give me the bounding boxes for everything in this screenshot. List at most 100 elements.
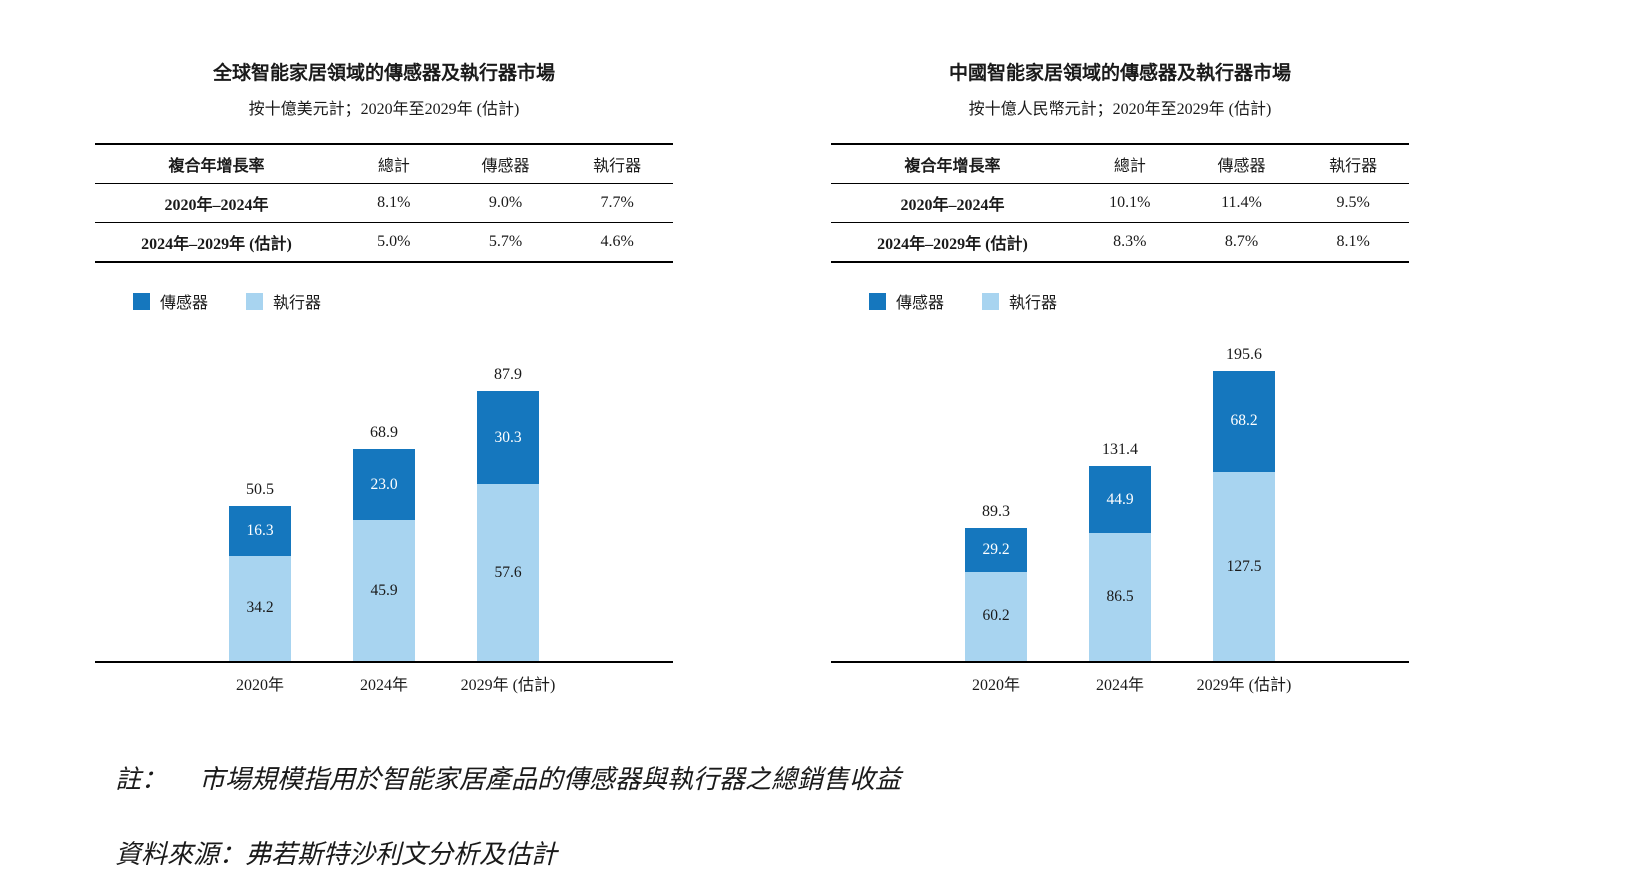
segment-value: 44.9: [1106, 490, 1134, 508]
bar-segment-actuator: 60.2: [965, 571, 1027, 661]
legend-item-sensor: 傳感器: [133, 289, 208, 313]
table-header-cell: 傳感器: [1217, 158, 1266, 175]
segment-value: 29.2: [982, 541, 1010, 559]
segment-value: 57.6: [494, 563, 522, 581]
footnote-label: 註：: [115, 765, 168, 794]
cagr-table: 複合年增長率 總計 傳感器 執行器 2020年–2024年 8.1% 9.0% …: [95, 143, 673, 263]
plot-area: 50.5 16.3 34.2 68.9 23.0 45.9: [95, 329, 673, 663]
chart-panel-china: 中國智能家居領域的傳感器及執行器市場 按十億人民幣元計；2020年至2029年 …: [831, 58, 1409, 695]
segment-value: 16.3: [246, 521, 274, 539]
table-header-row: 複合年增長率 總計 傳感器 執行器: [831, 144, 1409, 184]
cagr-table: 複合年增長率 總計 傳感器 執行器 2020年–2024年 10.1% 11.4…: [831, 143, 1409, 263]
table-cell: 9.0%: [488, 194, 523, 211]
bar-chart-global: 50.5 16.3 34.2 68.9 23.0 45.9: [95, 329, 673, 695]
stacked-bar: 16.3 34.2: [229, 505, 291, 661]
legend-item-actuator: 執行器: [246, 289, 321, 313]
bar-segment-sensor: 29.2: [965, 528, 1027, 572]
segment-value: 68.2: [1230, 412, 1258, 430]
table-cell: 7.7%: [600, 194, 634, 211]
legend-label: 傳感器: [896, 295, 945, 312]
table-row: 2024年–2029年 (估計) 5.0% 5.7% 4.6%: [95, 223, 673, 262]
legend-label: 傳感器: [160, 295, 209, 312]
legend-item-actuator: 執行器: [982, 289, 1057, 313]
table-cell: 8.1%: [377, 194, 411, 211]
chart-panel-global: 全球智能家居領域的傳感器及執行器市場 按十億美元計；2020年至2029年 (估…: [95, 58, 673, 695]
table-cell: 10.1%: [1109, 194, 1151, 211]
chart-legend: 傳感器 執行器: [133, 289, 673, 313]
stacked-bar: 30.3 57.6: [477, 391, 539, 661]
table-cell: 8.1%: [1336, 233, 1370, 250]
table-cell: 5.0%: [377, 233, 411, 250]
segment-value: 30.3: [494, 428, 522, 446]
chart-subtitle: 按十億美元計；2020年至2029年 (估計): [248, 101, 520, 118]
x-axis-labels: 2020年 2024年 2029年 (估計): [831, 671, 1409, 695]
table-header-cell: 複合年增長率: [904, 158, 1001, 175]
row-label: 2020年–2024年: [900, 197, 1005, 214]
bar-segment-actuator: 34.2: [229, 555, 291, 661]
x-axis-label: 2020年: [971, 677, 1020, 694]
legend-label: 執行器: [273, 295, 322, 312]
bar-segment-sensor: 16.3: [229, 505, 291, 556]
bar-total-label: 50.5: [246, 480, 274, 498]
bar-segment-sensor: 68.2: [1213, 370, 1275, 472]
bar-group-2029: 195.6 68.2 127.5: [1182, 346, 1306, 661]
segment-value: 60.2: [982, 607, 1010, 625]
bar-segment-actuator: 57.6: [477, 484, 539, 661]
table-header-cell: 複合年增長率: [168, 158, 265, 175]
table-header-cell: 傳感器: [481, 158, 530, 175]
table-cell: 11.4%: [1221, 194, 1262, 211]
segment-value: 23.0: [370, 475, 398, 493]
chart-title: 全球智能家居領域的傳感器及執行器市場: [212, 63, 555, 84]
segment-value: 86.5: [1106, 587, 1134, 605]
charts-row: 全球智能家居領域的傳感器及執行器市場 按十億美元計；2020年至2029年 (估…: [95, 58, 1649, 695]
segment-value: 127.5: [1226, 557, 1262, 575]
table-header-cell: 執行器: [593, 158, 642, 175]
chart-subtitle: 按十億人民幣元計；2020年至2029年 (估計): [968, 101, 1272, 118]
bar-segment-sensor: 30.3: [477, 391, 539, 485]
legend-swatch-actuator: [246, 292, 264, 310]
bar-total-label: 89.3: [982, 503, 1010, 521]
table-row: 2020年–2024年 10.1% 11.4% 9.5%: [831, 184, 1409, 223]
x-axis-label: 2020年: [235, 677, 284, 694]
x-axis-labels: 2020年 2024年 2029年 (估計): [95, 671, 673, 695]
legend-swatch-sensor: [133, 292, 150, 310]
table-row: 2024年–2029年 (估計) 8.3% 8.7% 8.1%: [831, 223, 1409, 262]
bar-group-2020: 50.5 16.3 34.2: [198, 481, 322, 661]
bar-group-2024: 131.4 44.9 86.5: [1058, 441, 1182, 661]
table-header-cell: 總計: [377, 158, 410, 175]
bar-group-2029: 87.9 30.3 57.6: [446, 366, 570, 661]
bar-segment-actuator: 45.9: [353, 520, 415, 661]
source-line: 資料來源：弗若斯特沙利文分析及估計: [115, 840, 558, 869]
bar-segment-sensor: 44.9: [1089, 466, 1151, 533]
stacked-bar: 23.0 45.9: [353, 449, 415, 661]
table-cell: 8.3%: [1113, 233, 1147, 250]
segment-value: 34.2: [246, 599, 274, 617]
plot-area: 89.3 29.2 60.2 131.4 44.9 86.5: [831, 329, 1409, 663]
bar-segment-actuator: 86.5: [1089, 532, 1151, 661]
bar-chart-china: 89.3 29.2 60.2 131.4 44.9 86.5: [831, 329, 1409, 695]
row-label: 2024年–2029年 (估計): [877, 236, 1028, 253]
chart-legend: 傳感器 執行器: [869, 289, 1409, 313]
footnote-text: 市場規模指用於智能家居產品的傳感器與執行器之總銷售收益: [199, 765, 902, 794]
stacked-bar: 44.9 86.5: [1089, 466, 1151, 661]
legend-swatch-actuator: [982, 292, 1000, 310]
table-cell: 5.7%: [488, 233, 523, 250]
table-header-cell: 執行器: [1329, 158, 1378, 175]
legend-item-sensor: 傳感器: [869, 289, 944, 313]
segment-value: 45.9: [370, 581, 398, 599]
bar-total-label: 68.9: [370, 424, 398, 442]
row-label: 2020年–2024年: [164, 197, 269, 214]
legend-label: 執行器: [1009, 295, 1058, 312]
bar-total-label: 131.4: [1102, 441, 1138, 459]
x-axis-label: 2024年: [359, 677, 408, 694]
table-cell: 9.5%: [1336, 194, 1370, 211]
bar-total-label: 87.9: [494, 366, 522, 384]
table-cell: 8.7%: [1224, 233, 1259, 250]
bar-total-label: 195.6: [1226, 345, 1262, 363]
bar-group-2024: 68.9 23.0 45.9: [322, 424, 446, 661]
table-header-cell: 總計: [1113, 158, 1146, 175]
bar-group-2020: 89.3 29.2 60.2: [934, 503, 1058, 661]
stacked-bar: 29.2 60.2: [965, 528, 1027, 661]
table-header-row: 複合年增長率 總計 傳感器 執行器: [95, 144, 673, 184]
